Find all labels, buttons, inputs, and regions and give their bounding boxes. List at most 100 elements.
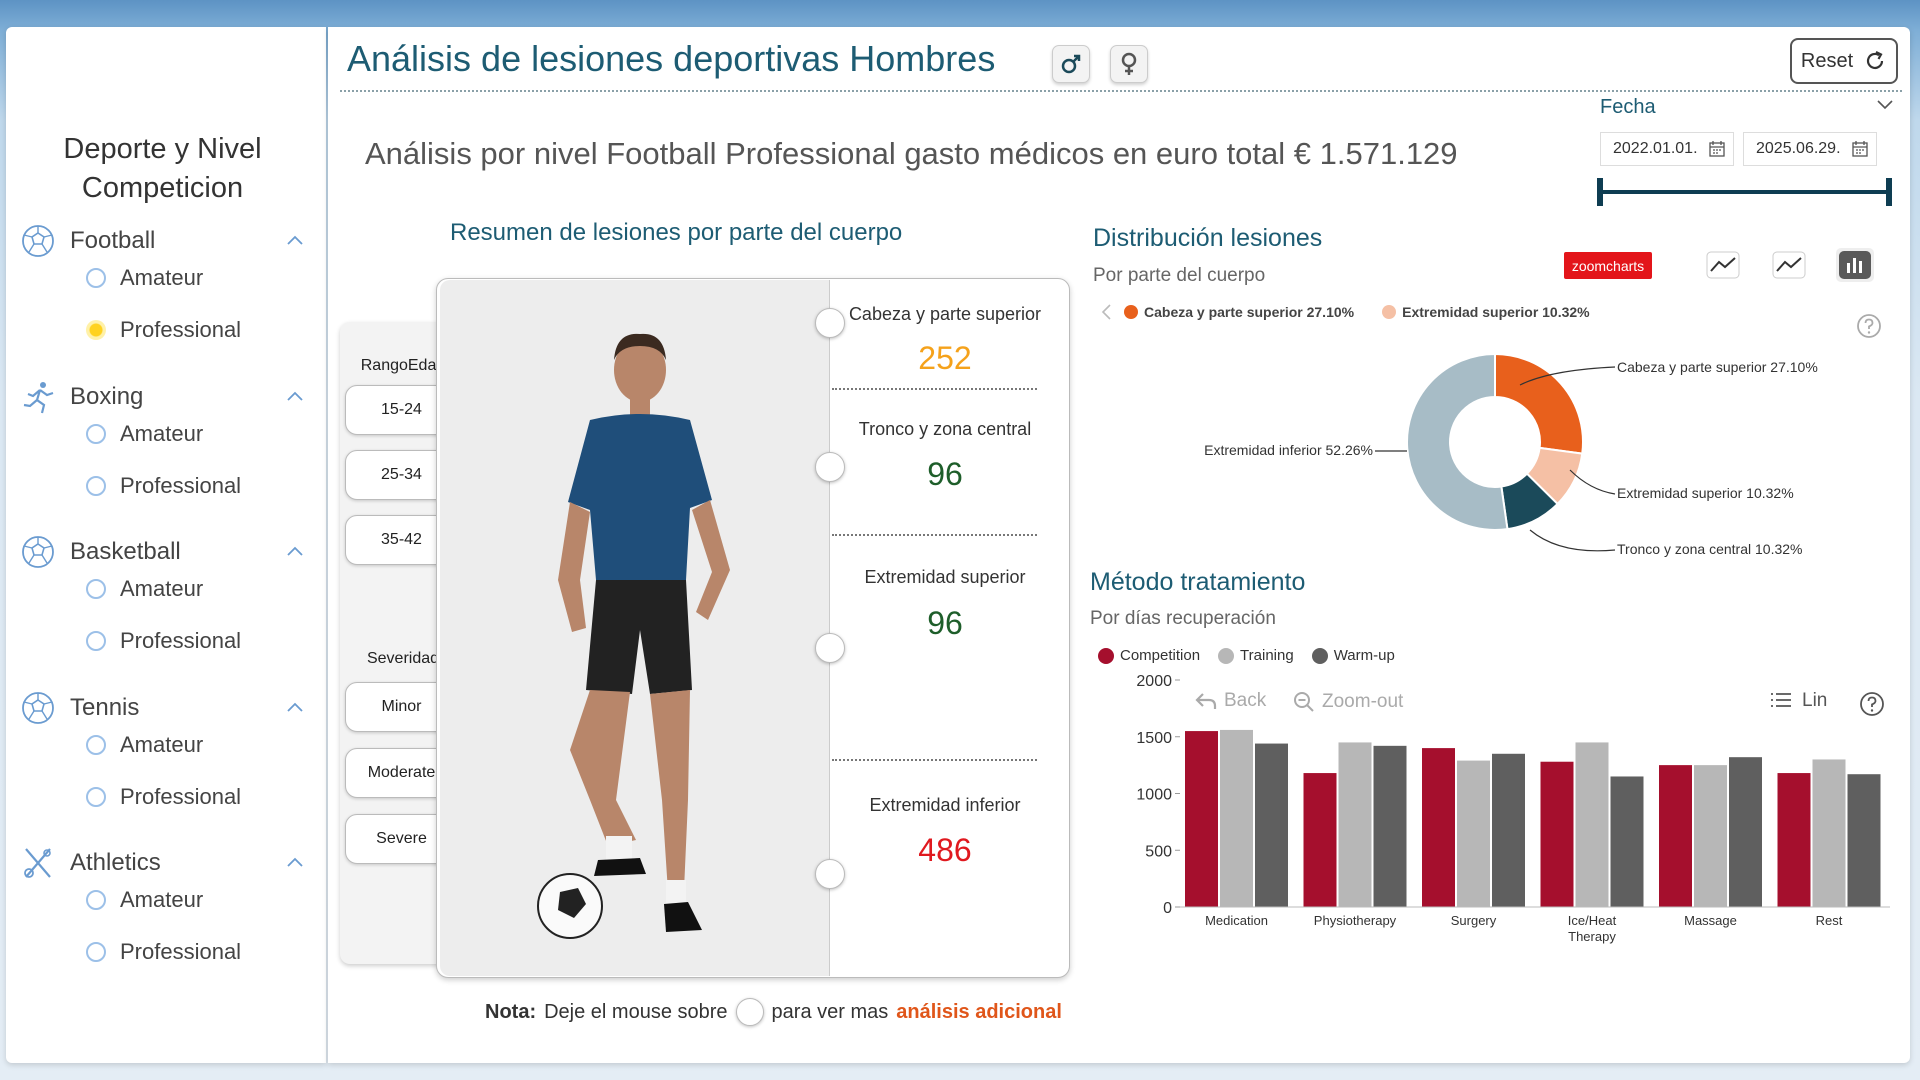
radio-button[interactable] [86, 424, 106, 444]
chevron-left-icon[interactable] [1100, 303, 1114, 321]
legend-item-competition[interactable]: Competition [1098, 647, 1200, 664]
sport-football[interactable]: Football [20, 221, 305, 261]
bar-competition[interactable] [1659, 765, 1692, 907]
date-filter-label: Fecha [1600, 96, 1656, 118]
y-tick-label: 0 [1163, 900, 1172, 917]
bar-competition[interactable] [1185, 731, 1218, 907]
male-filter-button[interactable] [1052, 45, 1090, 83]
body-part-label: Extremidad superior [864, 567, 1026, 587]
level-basketball-amateur[interactable]: Amateur [86, 572, 306, 606]
bar-warm-up[interactable] [1729, 757, 1762, 907]
level-tennis-professional[interactable]: Professional [86, 780, 306, 814]
area-chart-button[interactable] [1770, 248, 1808, 282]
sport-athletics[interactable]: Athletics [20, 843, 305, 883]
line-chart-icon [1706, 251, 1740, 279]
ball-icon [20, 690, 56, 726]
bar-warm-up[interactable] [1255, 743, 1288, 907]
scale-toggle-button[interactable]: Lin [1770, 690, 1827, 712]
distribution-subtitle: Por parte del cuerpo [1093, 265, 1266, 286]
hover-dot[interactable] [815, 633, 845, 663]
bar-competition[interactable] [1777, 773, 1811, 907]
radio-button[interactable] [86, 579, 106, 599]
radio-button[interactable] [86, 787, 106, 807]
donut-leader-line [1529, 529, 1616, 552]
bar-training[interactable] [1457, 760, 1490, 907]
radio-button[interactable] [86, 942, 106, 962]
donut-slice[interactable] [1494, 352, 1584, 455]
date-slider-end-handle[interactable] [1886, 178, 1892, 206]
ball-icon [20, 534, 56, 570]
chevron-up-icon[interactable] [285, 542, 305, 562]
bar-warm-up[interactable] [1492, 753, 1525, 907]
bar-training[interactable] [1575, 742, 1609, 907]
legend-item-training[interactable]: Training [1218, 647, 1294, 664]
chevron-up-icon[interactable] [285, 231, 305, 251]
level-label: Professional [120, 473, 242, 498]
age-range-title: RangoEdad [360, 357, 446, 374]
chevron-up-icon[interactable] [285, 698, 305, 718]
legend-item-head[interactable]: Cabeza y parte superior 27.10% [1124, 304, 1354, 320]
bar-training[interactable] [1812, 759, 1846, 907]
y-tick-label: 2000 [1136, 673, 1172, 690]
start-date-input[interactable]: 2022.01.01. [1600, 132, 1734, 166]
sport-boxing[interactable]: Boxing [20, 377, 305, 417]
bar-competition[interactable] [1303, 773, 1337, 907]
radio-button[interactable] [86, 631, 106, 651]
date-slider-track[interactable] [1600, 190, 1890, 194]
chevron-down-icon[interactable] [1876, 98, 1894, 112]
end-date-input[interactable]: 2025.06.29. [1743, 132, 1877, 166]
radio-button[interactable] [86, 890, 106, 910]
hover-note: Nota: Deje el mouse sobre para ver mas a… [485, 998, 1062, 1026]
level-basketball-professional[interactable]: Professional [86, 624, 306, 658]
sport-label: Basketball [70, 538, 181, 565]
sidebar-title: Deporte y Nivel Competicion [63, 133, 262, 204]
bar-training[interactable] [1220, 729, 1253, 907]
bar-warm-up[interactable] [1847, 774, 1881, 907]
radio-button[interactable] [86, 476, 106, 496]
bar-warm-up[interactable] [1610, 776, 1644, 907]
level-tennis-amateur[interactable]: Amateur [86, 728, 306, 762]
radio-button[interactable] [86, 268, 106, 288]
level-boxing-amateur[interactable]: Amateur [86, 417, 306, 451]
bar-competition[interactable] [1540, 761, 1574, 907]
help-icon[interactable] [1858, 690, 1886, 718]
hover-dot[interactable] [815, 452, 845, 482]
donut-slice[interactable] [1406, 352, 1509, 531]
refresh-icon [1867, 51, 1884, 70]
zoom-out-button[interactable]: Zoom-out [1292, 690, 1403, 714]
bar-warm-up[interactable] [1373, 745, 1407, 907]
legend-item-upper[interactable]: Extremidad superior 10.32% [1382, 304, 1590, 320]
reset-button[interactable]: Reset [1790, 38, 1898, 84]
x-category-label: Physiotherapy [1314, 913, 1397, 928]
line-chart-button[interactable] [1704, 248, 1742, 282]
chevron-up-icon[interactable] [285, 387, 305, 407]
radio-button[interactable] [86, 735, 106, 755]
list-icon [1771, 693, 1791, 707]
level-athletics-amateur[interactable]: Amateur [86, 883, 306, 917]
bar-chart-icon [1839, 251, 1871, 279]
x-category-label: Ice/Heat [1568, 913, 1617, 928]
level-athletics-professional[interactable]: Professional [86, 935, 306, 969]
sport-basketball[interactable]: Basketball [20, 532, 305, 572]
hover-dot[interactable] [815, 308, 845, 338]
level-football-amateur[interactable]: Amateur [86, 261, 306, 295]
bar-training[interactable] [1694, 765, 1727, 907]
radio-button[interactable] [86, 320, 106, 340]
level-boxing-professional[interactable]: Professional [86, 469, 306, 503]
bar-competition[interactable] [1422, 748, 1455, 907]
date-slider-start-handle[interactable] [1597, 178, 1603, 206]
bar-chart-button[interactable] [1836, 248, 1874, 282]
body-part-value: 96 [927, 456, 963, 492]
help-icon[interactable] [1855, 312, 1883, 340]
hover-dot[interactable] [815, 859, 845, 889]
level-label: Amateur [120, 265, 204, 290]
donut-slice-label: Extremidad superior 10.32% [1617, 485, 1794, 501]
legend-item-warm-up[interactable]: Warm-up [1311, 647, 1395, 664]
sport-tennis[interactable]: Tennis [20, 688, 305, 728]
female-filter-button[interactable] [1110, 45, 1148, 83]
back-button[interactable]: Back [1194, 690, 1266, 712]
level-football-professional[interactable]: Professional [86, 313, 306, 347]
chevron-up-icon[interactable] [285, 853, 305, 873]
cost-summary-header: Análisis por nivel Football Professional… [365, 136, 1458, 171]
bar-training[interactable] [1338, 742, 1372, 907]
